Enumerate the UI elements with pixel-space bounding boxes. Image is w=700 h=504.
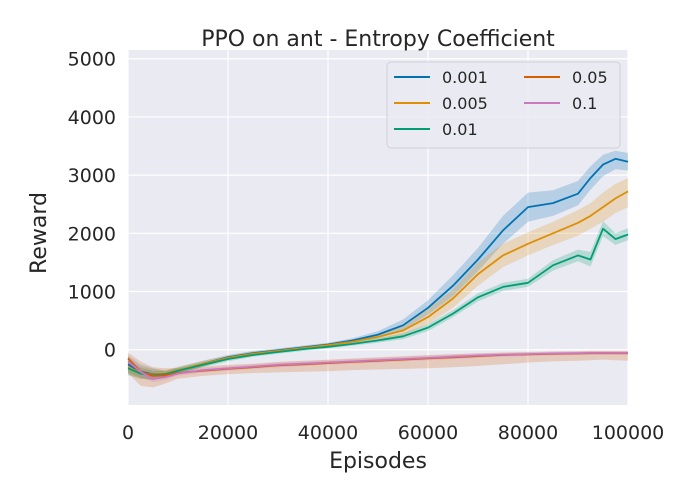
legend-item-0.1[interactable]: 0.1 — [524, 94, 597, 113]
x-axis-label: Episodes — [329, 449, 427, 474]
legend-frame — [386, 61, 621, 149]
legend-item-0.01[interactable]: 0.01 — [394, 120, 478, 139]
legend-label: 0.1 — [572, 94, 597, 113]
y-tick-label: 3000 — [68, 165, 116, 187]
y-tick-label: 1000 — [68, 282, 116, 304]
legend-label: 0.01 — [442, 120, 478, 139]
y-tick-label: 2000 — [68, 223, 116, 245]
x-tick-label: 40000 — [298, 422, 358, 444]
legend-label: 0.005 — [442, 94, 488, 113]
x-tick-label: 60000 — [398, 422, 458, 444]
y-tick-label: 0 — [104, 340, 116, 362]
legend-item-0.001[interactable]: 0.001 — [394, 68, 488, 87]
chart-title: PPO on ant - Entropy Coefficient — [201, 27, 555, 52]
x-tick-labels: 0 20000 40000 60000 80000 100000 — [122, 422, 664, 444]
legend-label: 0.05 — [572, 68, 608, 87]
band-0.05 — [128, 350, 628, 388]
y-tick-label: 4000 — [68, 107, 116, 129]
series-line-0.01 — [127, 227, 629, 377]
x-tick-label: 100000 — [592, 422, 665, 444]
y-axis-label: Reward — [27, 192, 52, 274]
y-tick-label: 5000 — [68, 49, 116, 71]
legend-item-0.005[interactable]: 0.005 — [394, 94, 488, 113]
x-tick-label: 20000 — [198, 422, 258, 444]
legend-item-0.05[interactable]: 0.05 — [524, 68, 608, 87]
series-line-0.1 — [127, 351, 628, 380]
x-tick-label: 80000 — [498, 422, 558, 444]
legend-label: 0.001 — [442, 68, 488, 87]
x-tick-label: 0 — [122, 422, 134, 444]
legend[interactable]: 0.001 0.005 0.01 0.05 0.1 — [386, 61, 621, 149]
y-tick-labels: 0 1000 2000 3000 4000 5000 — [68, 49, 116, 362]
series-lines — [127, 157, 629, 380]
